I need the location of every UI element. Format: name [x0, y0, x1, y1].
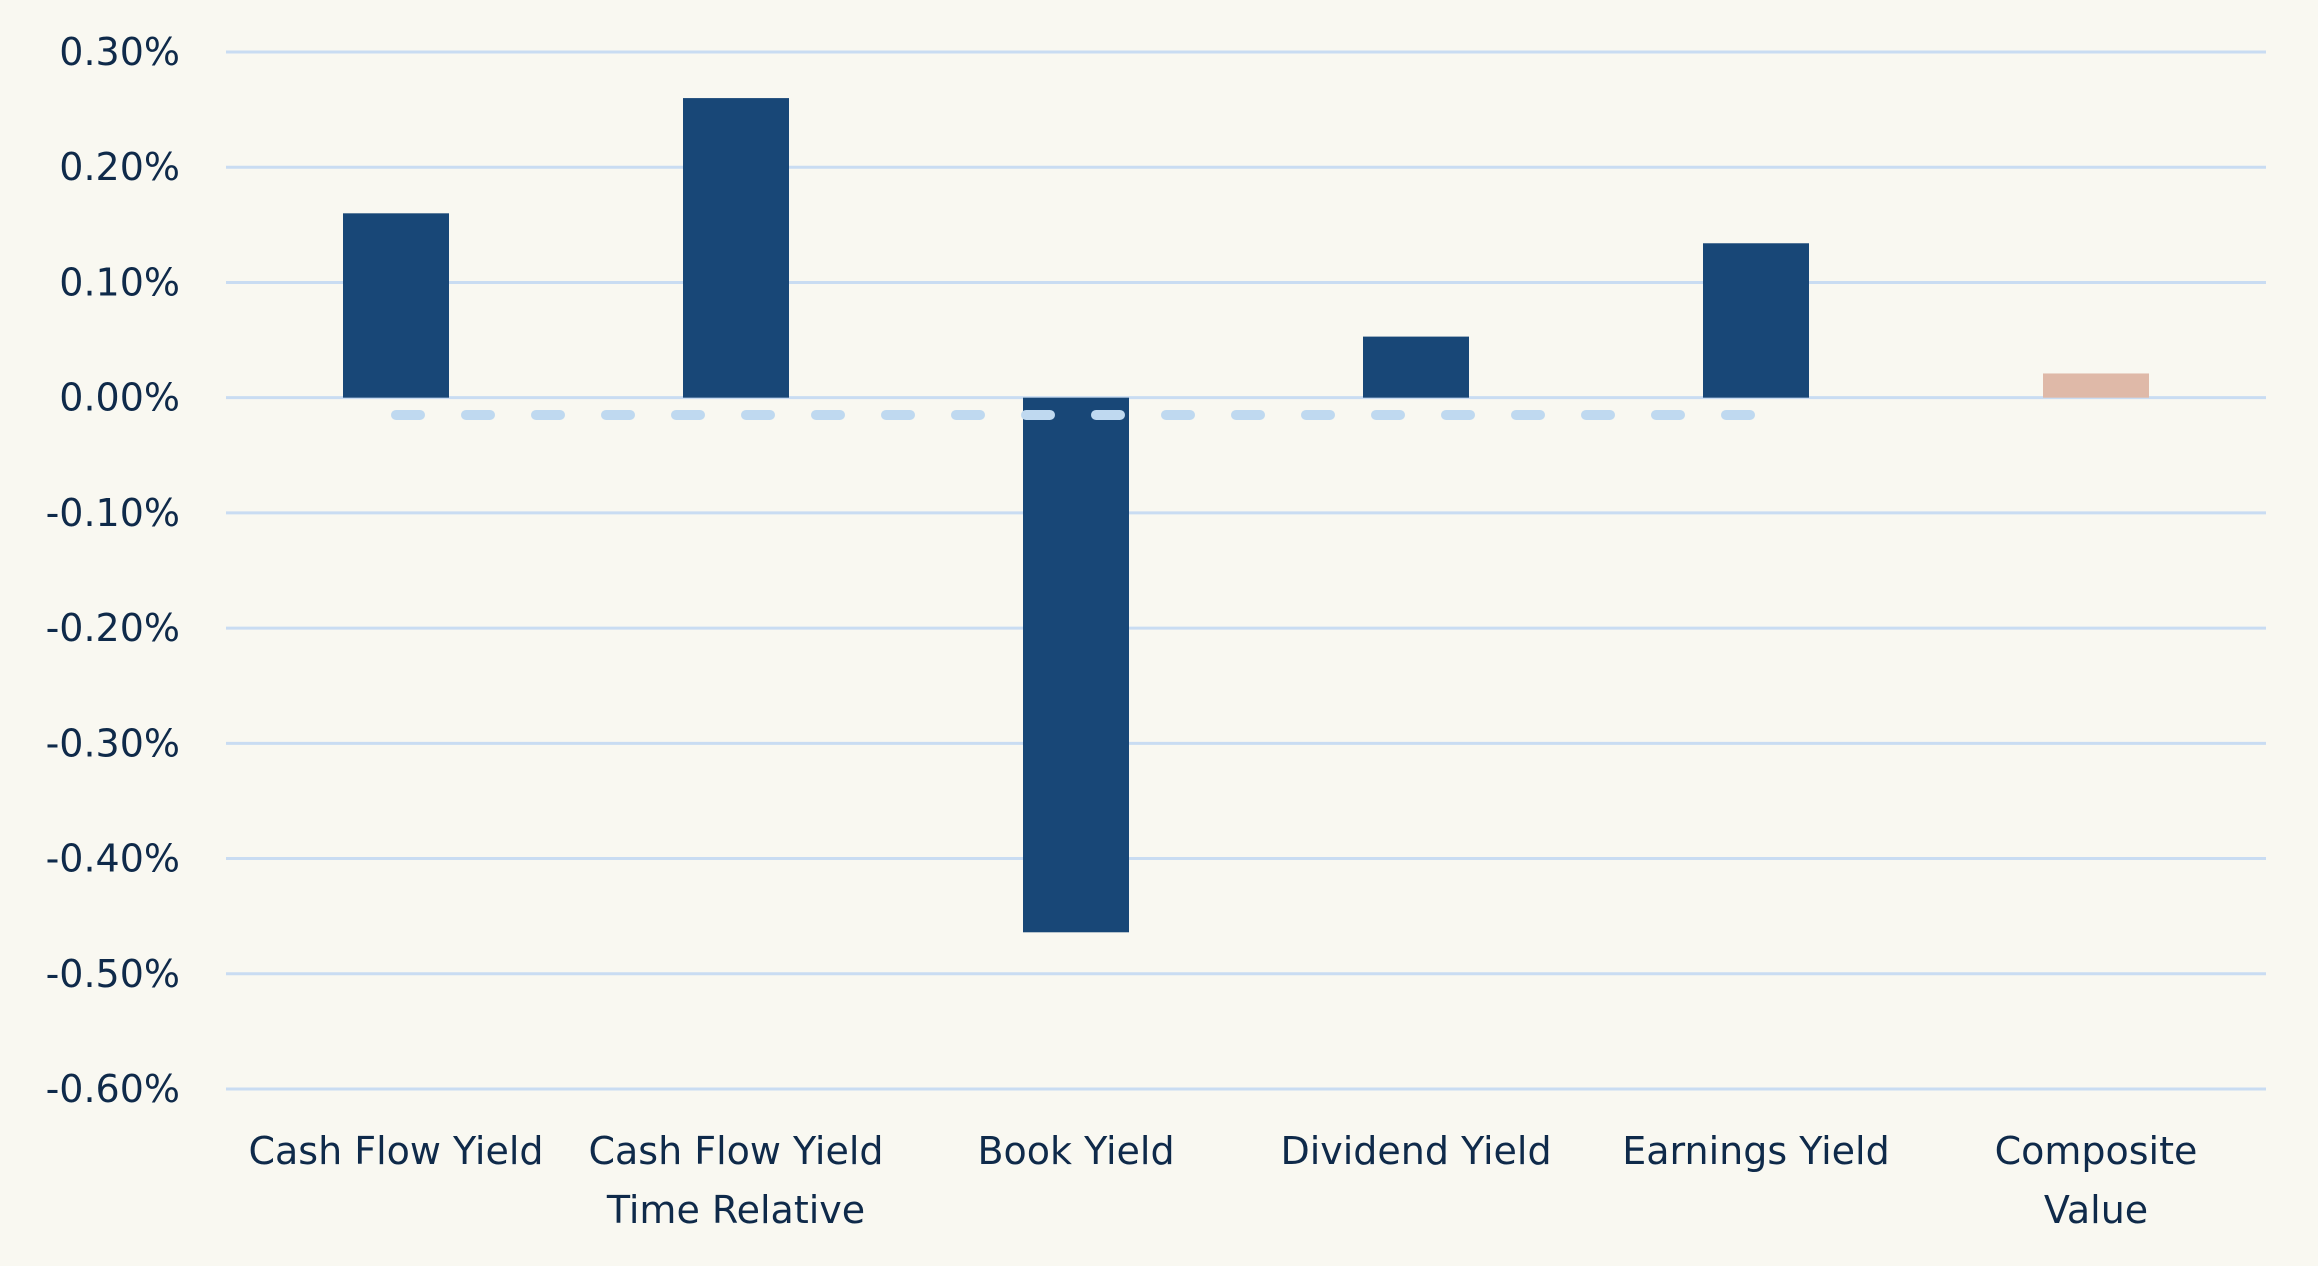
x-label-group: Cash Flow Yield — [248, 1129, 543, 1173]
y-tick-label: -0.40% — [46, 837, 180, 881]
y-tick-label: -0.20% — [46, 606, 180, 650]
y-tick-label: -0.50% — [46, 952, 180, 996]
bar-2 — [1023, 397, 1129, 933]
y-tick-label: 0.00% — [59, 376, 180, 420]
y-tick-label: 0.20% — [59, 145, 180, 189]
x-tick-label: Book Yield — [977, 1129, 1174, 1173]
y-tick-label: -0.10% — [46, 491, 180, 535]
x-label-group: Cash Flow Yield Time Relative — [588, 1129, 883, 1232]
bar-4 — [1703, 243, 1809, 398]
bar-1 — [683, 98, 789, 398]
bar-5 — [2043, 373, 2149, 398]
bar-3 — [1363, 336, 1469, 398]
x-tick-label: Cash Flow Yield — [588, 1129, 883, 1173]
gridlines — [226, 50, 2266, 1091]
y-tick-label: 0.10% — [59, 260, 180, 304]
y-axis-ticks: 0.30% 0.20% 0.10% 0.00% -0.10% -0.20% -0.30% -0… — [46, 30, 180, 1111]
y-tick-label: -0.60% — [46, 1067, 180, 1111]
x-label-group: Dividend Yield — [1280, 1129, 1551, 1173]
x-label-group: Composite Value — [1995, 1129, 2198, 1232]
y-tick-label: -0.30% — [46, 721, 180, 765]
x-tick-label: Value — [2044, 1188, 2148, 1232]
x-tick-label: Cash Flow Yield — [248, 1129, 543, 1173]
bar-0 — [343, 213, 449, 398]
y-tick-label: 0.30% — [59, 30, 180, 74]
x-tick-label: Dividend Yield — [1280, 1129, 1551, 1173]
x-tick-label: Time Relative — [606, 1188, 865, 1232]
bars — [343, 98, 2149, 933]
x-label-group: Book Yield — [977, 1129, 1174, 1173]
x-tick-label: Composite — [1995, 1129, 2198, 1173]
x-label-group: Earnings Yield — [1622, 1129, 1889, 1173]
x-axis-labels: Cash Flow Yield Cash Flow Yield Time Relat… — [248, 1129, 2197, 1232]
x-tick-label: Earnings Yield — [1622, 1129, 1889, 1173]
